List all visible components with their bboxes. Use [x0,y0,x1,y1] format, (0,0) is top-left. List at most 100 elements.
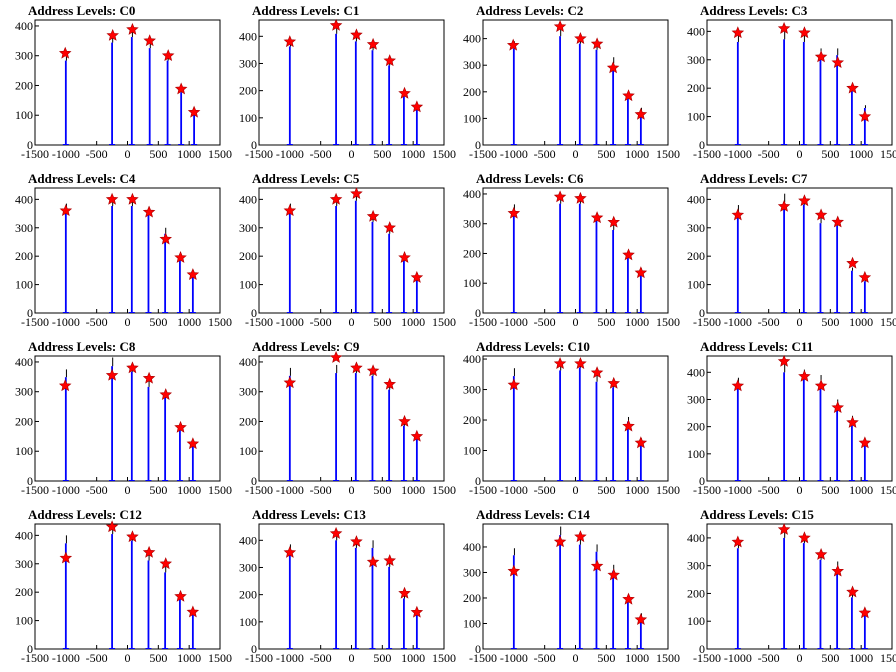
x-tick-label: 1000 [401,315,425,329]
peak-bar [130,37,133,145]
peak-bar [388,65,391,145]
peak-bar [191,612,194,649]
peak-marker [366,555,380,568]
x-tick-label: -1500 [21,315,49,329]
peak-marker [574,530,587,543]
x-tick-label: 1000 [177,315,201,329]
peak-marker [777,199,791,212]
y-tick-label: 200 [687,586,705,600]
chart-title: Address Levels: C5 [252,171,360,186]
x-tick-label: 1500 [880,147,896,161]
y-tick-label: 300 [15,557,33,571]
peak-marker [814,547,828,560]
x-tick-label: 0 [797,147,803,161]
peak-marker [366,209,380,222]
x-tick-label: 1500 [880,483,896,497]
peak-bar [863,441,866,481]
y-tick-label: 300 [239,56,257,70]
y-tick-label: 300 [687,392,705,406]
x-tick-label: 1000 [401,651,425,665]
peak-marker [143,34,156,47]
y-tick-label: 0 [27,474,33,488]
y-tick-label: 200 [239,588,257,602]
peak-marker [383,554,396,567]
y-tick-label: 200 [15,78,33,92]
x-tick-label: -1000 [276,483,304,497]
x-tick-label: 1500 [208,483,232,497]
x-tick-label: 0 [125,651,131,665]
y-tick-label: 400 [239,29,257,43]
peak-bar [388,566,391,649]
chart-title: Address Levels: C1 [252,3,359,18]
peak-bar [639,615,642,649]
peak-bar [130,205,133,313]
y-tick-label: 300 [15,49,33,63]
y-tick-label: 100 [463,616,481,630]
peak-bar [783,537,785,649]
peak-bar [802,543,805,649]
peak-marker [831,401,844,413]
x-tick-label: -1000 [276,147,304,161]
x-tick-label: 1000 [625,147,649,161]
x-tick-label: -500 [86,483,108,497]
x-tick-label: -500 [534,651,556,665]
peak-bar [415,109,418,145]
y-tick-label: 200 [239,249,257,263]
chart-panel: Address Levels: C14 0 100 200 300 400 -1500 -10… [463,507,680,665]
peak-bar [403,260,405,313]
peak-marker [105,192,119,205]
y-tick-label: 100 [239,444,257,458]
chart-title: Address Levels: C10 [476,339,590,354]
y-tick-label: 300 [687,559,705,573]
peak-bar [388,233,391,313]
peak-bar [595,551,598,649]
peak-marker [186,605,200,618]
y-tick-label: 200 [239,84,257,98]
peak-bar [512,376,515,481]
y-tick-label: 400 [463,540,481,554]
peak-marker [798,531,811,544]
peak-bar [164,233,167,313]
y-tick-label: 100 [15,108,33,122]
peak-bar [595,381,598,481]
x-tick-label: -1000 [52,315,80,329]
x-tick-label: 1000 [177,483,201,497]
x-tick-label: 0 [573,483,579,497]
y-tick-label: 0 [251,474,257,488]
peak-marker [507,564,521,577]
x-tick-label: 0 [349,651,355,665]
y-tick-label: 0 [251,138,257,152]
x-tick-label: 500 [597,147,615,161]
peak-marker [858,606,872,619]
peak-bar [836,567,839,649]
chart-title: Address Levels: C15 [700,507,814,522]
x-tick-label: 1500 [432,651,456,665]
y-tick-label: 300 [239,385,257,399]
peak-marker [186,437,200,450]
peak-marker [350,361,363,374]
y-tick-label: 400 [687,24,705,38]
y-tick-label: 400 [15,192,33,206]
peak-bar [595,220,598,313]
x-tick-label: 1500 [656,315,680,329]
y-tick-label: 400 [239,533,257,547]
peak-marker [398,86,411,99]
peak-marker [814,379,828,392]
peak-bar [288,46,291,145]
y-tick-label: 300 [463,217,481,231]
x-tick-label: 1500 [208,315,232,329]
x-tick-label: 0 [573,651,579,665]
x-tick-label: 1000 [849,147,873,161]
peak-bar [191,273,194,313]
x-tick-label: -1000 [724,147,752,161]
peak-bar [578,43,581,146]
peak-bar [578,367,581,481]
peak-bar [166,60,169,146]
peak-bar [64,211,67,313]
peak-bar [627,257,629,313]
x-tick-label: 500 [821,651,839,665]
peak-marker [283,545,297,558]
x-tick-label: 500 [373,651,391,665]
x-tick-label: 0 [797,651,803,665]
